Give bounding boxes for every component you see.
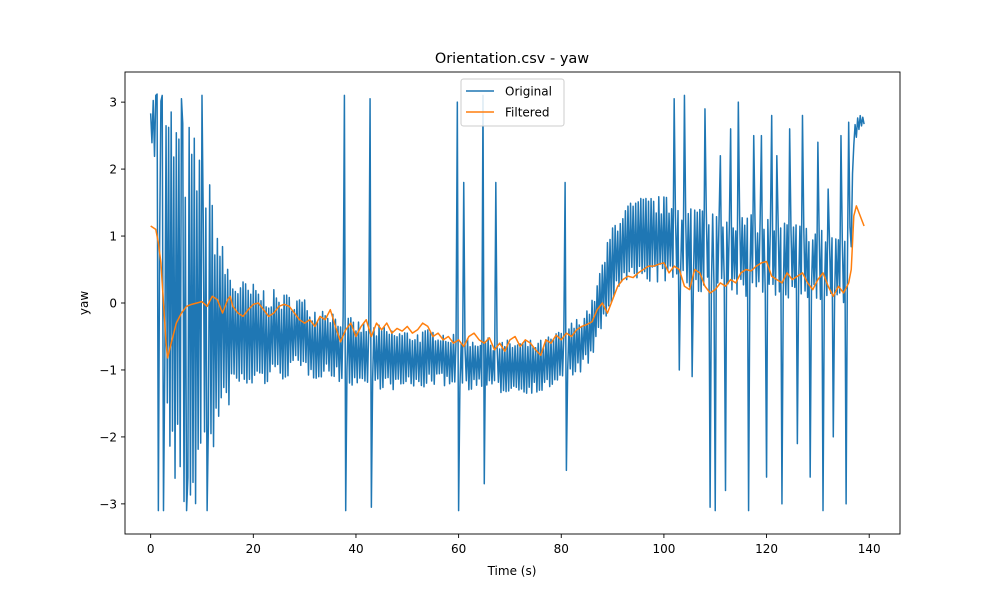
y-tick-label: −2 [99, 430, 117, 444]
y-tick-label: 1 [109, 230, 117, 244]
x-tick-label: 60 [451, 542, 466, 556]
y-axis-label: yaw [77, 291, 91, 315]
series-line-filtered [150, 205, 865, 359]
y-tick-label: −1 [99, 363, 117, 377]
legend: Original Filtered [460, 78, 565, 127]
x-tick-label: 40 [348, 542, 363, 556]
x-tick-label: 80 [554, 542, 569, 556]
y-tick-label: 3 [109, 96, 117, 110]
legend-label-original: Original [505, 85, 552, 99]
x-axis-label: Time (s) [487, 564, 537, 578]
series-line-original [149, 93, 865, 512]
x-tick-label: 0 [147, 542, 155, 556]
x-tick-label: 140 [858, 542, 881, 556]
series-layer [149, 93, 865, 512]
chart-title: Orientation.csv - yaw [435, 51, 589, 67]
x-tick-label: 100 [652, 542, 675, 556]
y-tick-label: −3 [99, 497, 117, 511]
x-tick-label: 120 [755, 542, 778, 556]
y-tick-label: 2 [109, 163, 117, 177]
legend-label-filtered: Filtered [505, 106, 549, 120]
x-tick-label: 20 [246, 542, 261, 556]
axis-layer: 0 20 40 60 80 100 120 140 −3 −2 −1 0 1 2 3 [99, 71, 901, 556]
y-tick-label: 0 [109, 297, 117, 311]
